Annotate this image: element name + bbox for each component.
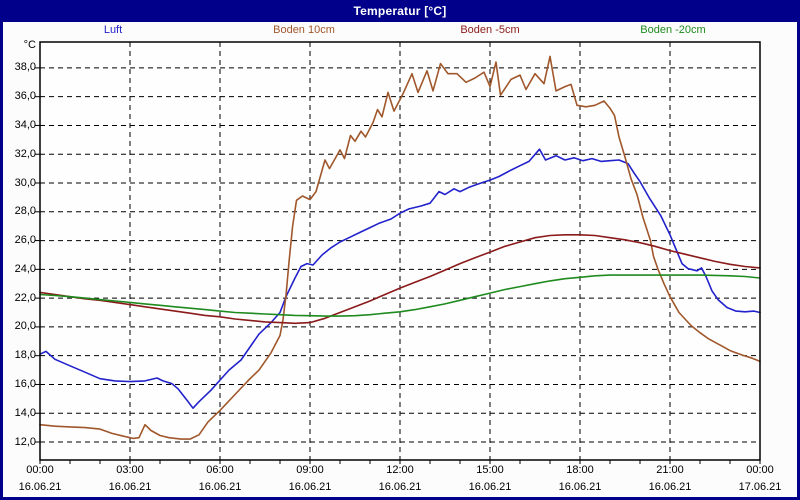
y-axis-tick-label: 14,0 [14, 406, 36, 419]
x-axis-time-label: 06:00 [206, 464, 234, 476]
x-axis-date-label: 16.06.21 [468, 481, 512, 493]
y-axis-tick-label: 20,0 [14, 320, 36, 333]
plot-box-border [39, 41, 761, 461]
x-axis-date-label: 16.06.21 [288, 481, 332, 493]
x-axis-time-label: 03:00 [116, 464, 144, 476]
y-axis-tick-label: 18,0 [14, 349, 36, 362]
x-axis-date-label: 16.06.21 [648, 481, 692, 493]
x-axis-time-label: 00:00 [746, 464, 774, 476]
series-line-boden-20cm [39, 274, 761, 317]
x-axis-time-label: 15:00 [476, 464, 504, 476]
y-axis-tick-label: 28,0 [14, 205, 36, 218]
y-axis-tick-label: 34,0 [14, 118, 36, 131]
x-axis-date-label: 16.06.21 [558, 481, 602, 493]
y-axis-tick-label: 24,0 [14, 262, 36, 275]
x-axis-date-label: 16.06.21 [108, 481, 152, 493]
x-axis-time-label: 21:00 [656, 464, 684, 476]
y-axis-tick-label: 32,0 [14, 147, 36, 160]
x-axis-date-label: 16.06.21 [378, 481, 422, 493]
y-axis-tick-label: 16,0 [14, 377, 36, 390]
y-axis-tick-label: 38,0 [14, 61, 36, 74]
x-axis-date-label: 16.06.21 [18, 481, 62, 493]
legend-item-luft: Luft [103, 24, 123, 36]
series-line-luft [39, 148, 761, 410]
y-axis-tick-label: 26,0 [14, 234, 36, 247]
legend-item-boden-5cm: Boden -5cm [460, 24, 520, 36]
x-axis-time-label: 00:00 [26, 464, 54, 476]
title-bar: Temperatur [°C] [0, 0, 800, 22]
series-line-boden-10cm [39, 55, 761, 440]
series-line-boden-5cm [39, 234, 761, 325]
x-axis-time-label: 09:00 [296, 464, 324, 476]
x-axis-date-label: 16.06.21 [198, 481, 242, 493]
y-axis-tick-label: 36,0 [14, 90, 36, 103]
chart-legend: Luft Boden 10cm Boden -5cm Boden -20cm [0, 24, 800, 39]
y-axis-tick-label: 30,0 [14, 176, 36, 189]
y-axis-unit-label: °C [23, 39, 36, 51]
y-axis-tick-label: 22,0 [14, 291, 36, 304]
legend-item-boden-20cm: Boden -20cm [640, 24, 706, 36]
x-axis-time-label: 12:00 [386, 464, 414, 476]
x-axis-date-label: 17.06.21 [738, 481, 782, 493]
y-axis-tick-label: 12,0 [14, 435, 36, 448]
x-axis-time-label: 18:00 [566, 464, 594, 476]
legend-item-boden-10cm: Boden 10cm [273, 24, 335, 36]
